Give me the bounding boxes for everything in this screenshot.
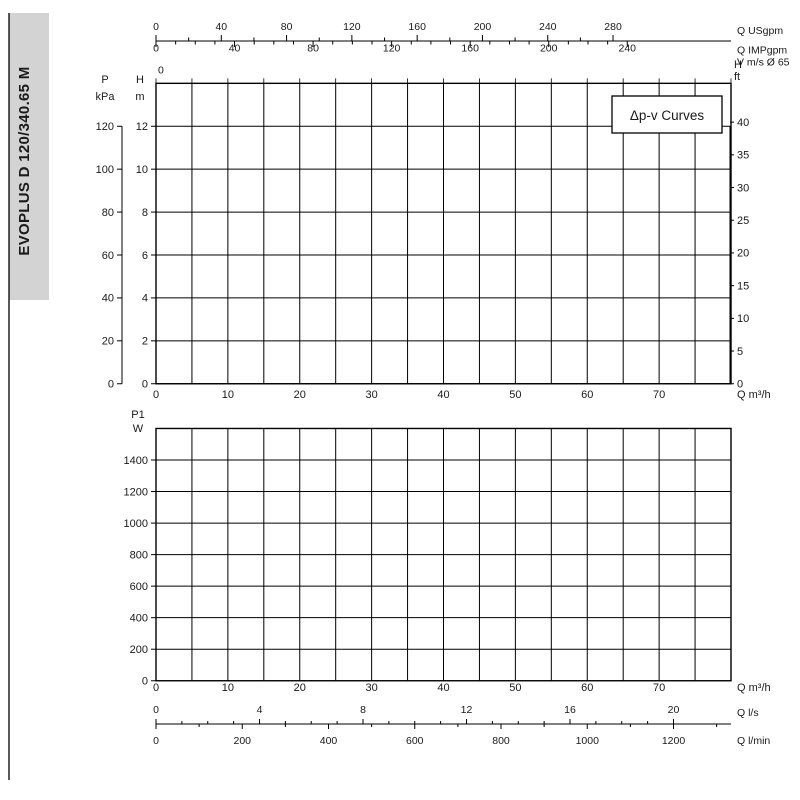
svg-text:4: 4 [257, 704, 263, 716]
svg-text:0: 0 [737, 379, 743, 391]
svg-text:40: 40 [437, 389, 449, 401]
svg-text:Δp-v Curves: Δp-v Curves [630, 108, 705, 123]
svg-text:80: 80 [102, 207, 114, 219]
svg-text:0: 0 [158, 65, 164, 77]
svg-text:Q IMPgpm: Q IMPgpm [737, 45, 787, 57]
svg-text:10: 10 [737, 313, 749, 325]
svg-text:40: 40 [215, 21, 227, 33]
svg-text:160: 160 [461, 43, 479, 55]
svg-text:12: 12 [136, 121, 148, 133]
svg-text:400: 400 [320, 735, 338, 747]
svg-text:Q l/min: Q l/min [737, 735, 770, 747]
svg-text:70: 70 [653, 389, 665, 401]
svg-text:Q USgpm: Q USgpm [737, 25, 783, 37]
svg-text:1000: 1000 [124, 518, 148, 530]
svg-text:1200: 1200 [662, 735, 686, 747]
svg-text:0: 0 [153, 43, 159, 55]
svg-text:1200: 1200 [124, 486, 148, 498]
svg-text:50: 50 [509, 389, 521, 401]
svg-text:W: W [133, 423, 144, 435]
svg-text:40: 40 [437, 682, 449, 694]
svg-text:1400: 1400 [124, 455, 148, 467]
svg-text:280: 280 [604, 21, 622, 33]
svg-text:2: 2 [142, 336, 148, 348]
svg-text:4: 4 [142, 293, 148, 305]
svg-text:Q m³/h: Q m³/h [737, 682, 771, 694]
svg-text:0: 0 [142, 676, 148, 688]
svg-text:0: 0 [153, 735, 159, 747]
svg-text:0: 0 [153, 704, 159, 716]
svg-text:8: 8 [142, 207, 148, 219]
svg-text:0: 0 [142, 379, 148, 391]
svg-text:0: 0 [153, 389, 159, 401]
svg-text:600: 600 [130, 581, 148, 593]
svg-text:30: 30 [365, 389, 377, 401]
svg-text:0: 0 [108, 379, 114, 391]
svg-text:240: 240 [619, 43, 637, 55]
svg-text:5: 5 [737, 346, 743, 358]
svg-text:V m/s Ø 65: V m/s Ø 65 [737, 57, 790, 69]
svg-text:120: 120 [343, 21, 361, 33]
svg-text:120: 120 [96, 121, 114, 133]
svg-text:30: 30 [365, 682, 377, 694]
svg-text:800: 800 [492, 735, 510, 747]
svg-text:12: 12 [461, 704, 473, 716]
svg-text:80: 80 [307, 43, 319, 55]
svg-text:30: 30 [737, 182, 749, 194]
svg-text:H: H [136, 74, 144, 86]
svg-text:200: 200 [130, 644, 148, 656]
svg-text:20: 20 [294, 682, 306, 694]
svg-text:P1: P1 [131, 409, 144, 421]
svg-text:20: 20 [294, 389, 306, 401]
svg-text:200: 200 [233, 735, 251, 747]
svg-text:0: 0 [153, 682, 159, 694]
svg-text:200: 200 [474, 21, 492, 33]
svg-text:40: 40 [229, 43, 241, 55]
svg-text:70: 70 [653, 682, 665, 694]
svg-text:P: P [101, 74, 108, 86]
svg-text:60: 60 [581, 389, 593, 401]
svg-text:20: 20 [102, 336, 114, 348]
svg-text:10: 10 [222, 682, 234, 694]
svg-text:240: 240 [539, 21, 557, 33]
svg-text:60: 60 [102, 250, 114, 262]
svg-text:600: 600 [406, 735, 424, 747]
svg-text:120: 120 [383, 43, 401, 55]
svg-text:6: 6 [142, 250, 148, 262]
svg-text:20: 20 [737, 248, 749, 260]
svg-text:EVOPLUS D 120/340.65 M: EVOPLUS D 120/340.65 M [16, 66, 33, 255]
svg-text:40: 40 [737, 117, 749, 129]
svg-text:16: 16 [564, 704, 576, 716]
svg-text:160: 160 [408, 21, 426, 33]
svg-text:800: 800 [130, 549, 148, 561]
svg-text:10: 10 [136, 164, 148, 176]
svg-text:100: 100 [96, 164, 114, 176]
svg-text:15: 15 [737, 280, 749, 292]
svg-text:50: 50 [509, 682, 521, 694]
svg-text:35: 35 [737, 150, 749, 162]
svg-text:10: 10 [222, 389, 234, 401]
svg-text:40: 40 [102, 293, 114, 305]
svg-text:200: 200 [540, 43, 558, 55]
svg-text:ft: ft [734, 71, 740, 83]
svg-text:0: 0 [153, 21, 159, 33]
svg-text:400: 400 [130, 612, 148, 624]
svg-text:Q l/s: Q l/s [737, 707, 759, 719]
svg-text:m: m [135, 91, 144, 103]
svg-text:kPa: kPa [96, 91, 116, 103]
svg-text:1000: 1000 [576, 735, 600, 747]
svg-text:80: 80 [281, 21, 293, 33]
svg-text:25: 25 [737, 215, 749, 227]
svg-text:8: 8 [360, 704, 366, 716]
svg-text:60: 60 [581, 682, 593, 694]
svg-text:20: 20 [668, 704, 680, 716]
